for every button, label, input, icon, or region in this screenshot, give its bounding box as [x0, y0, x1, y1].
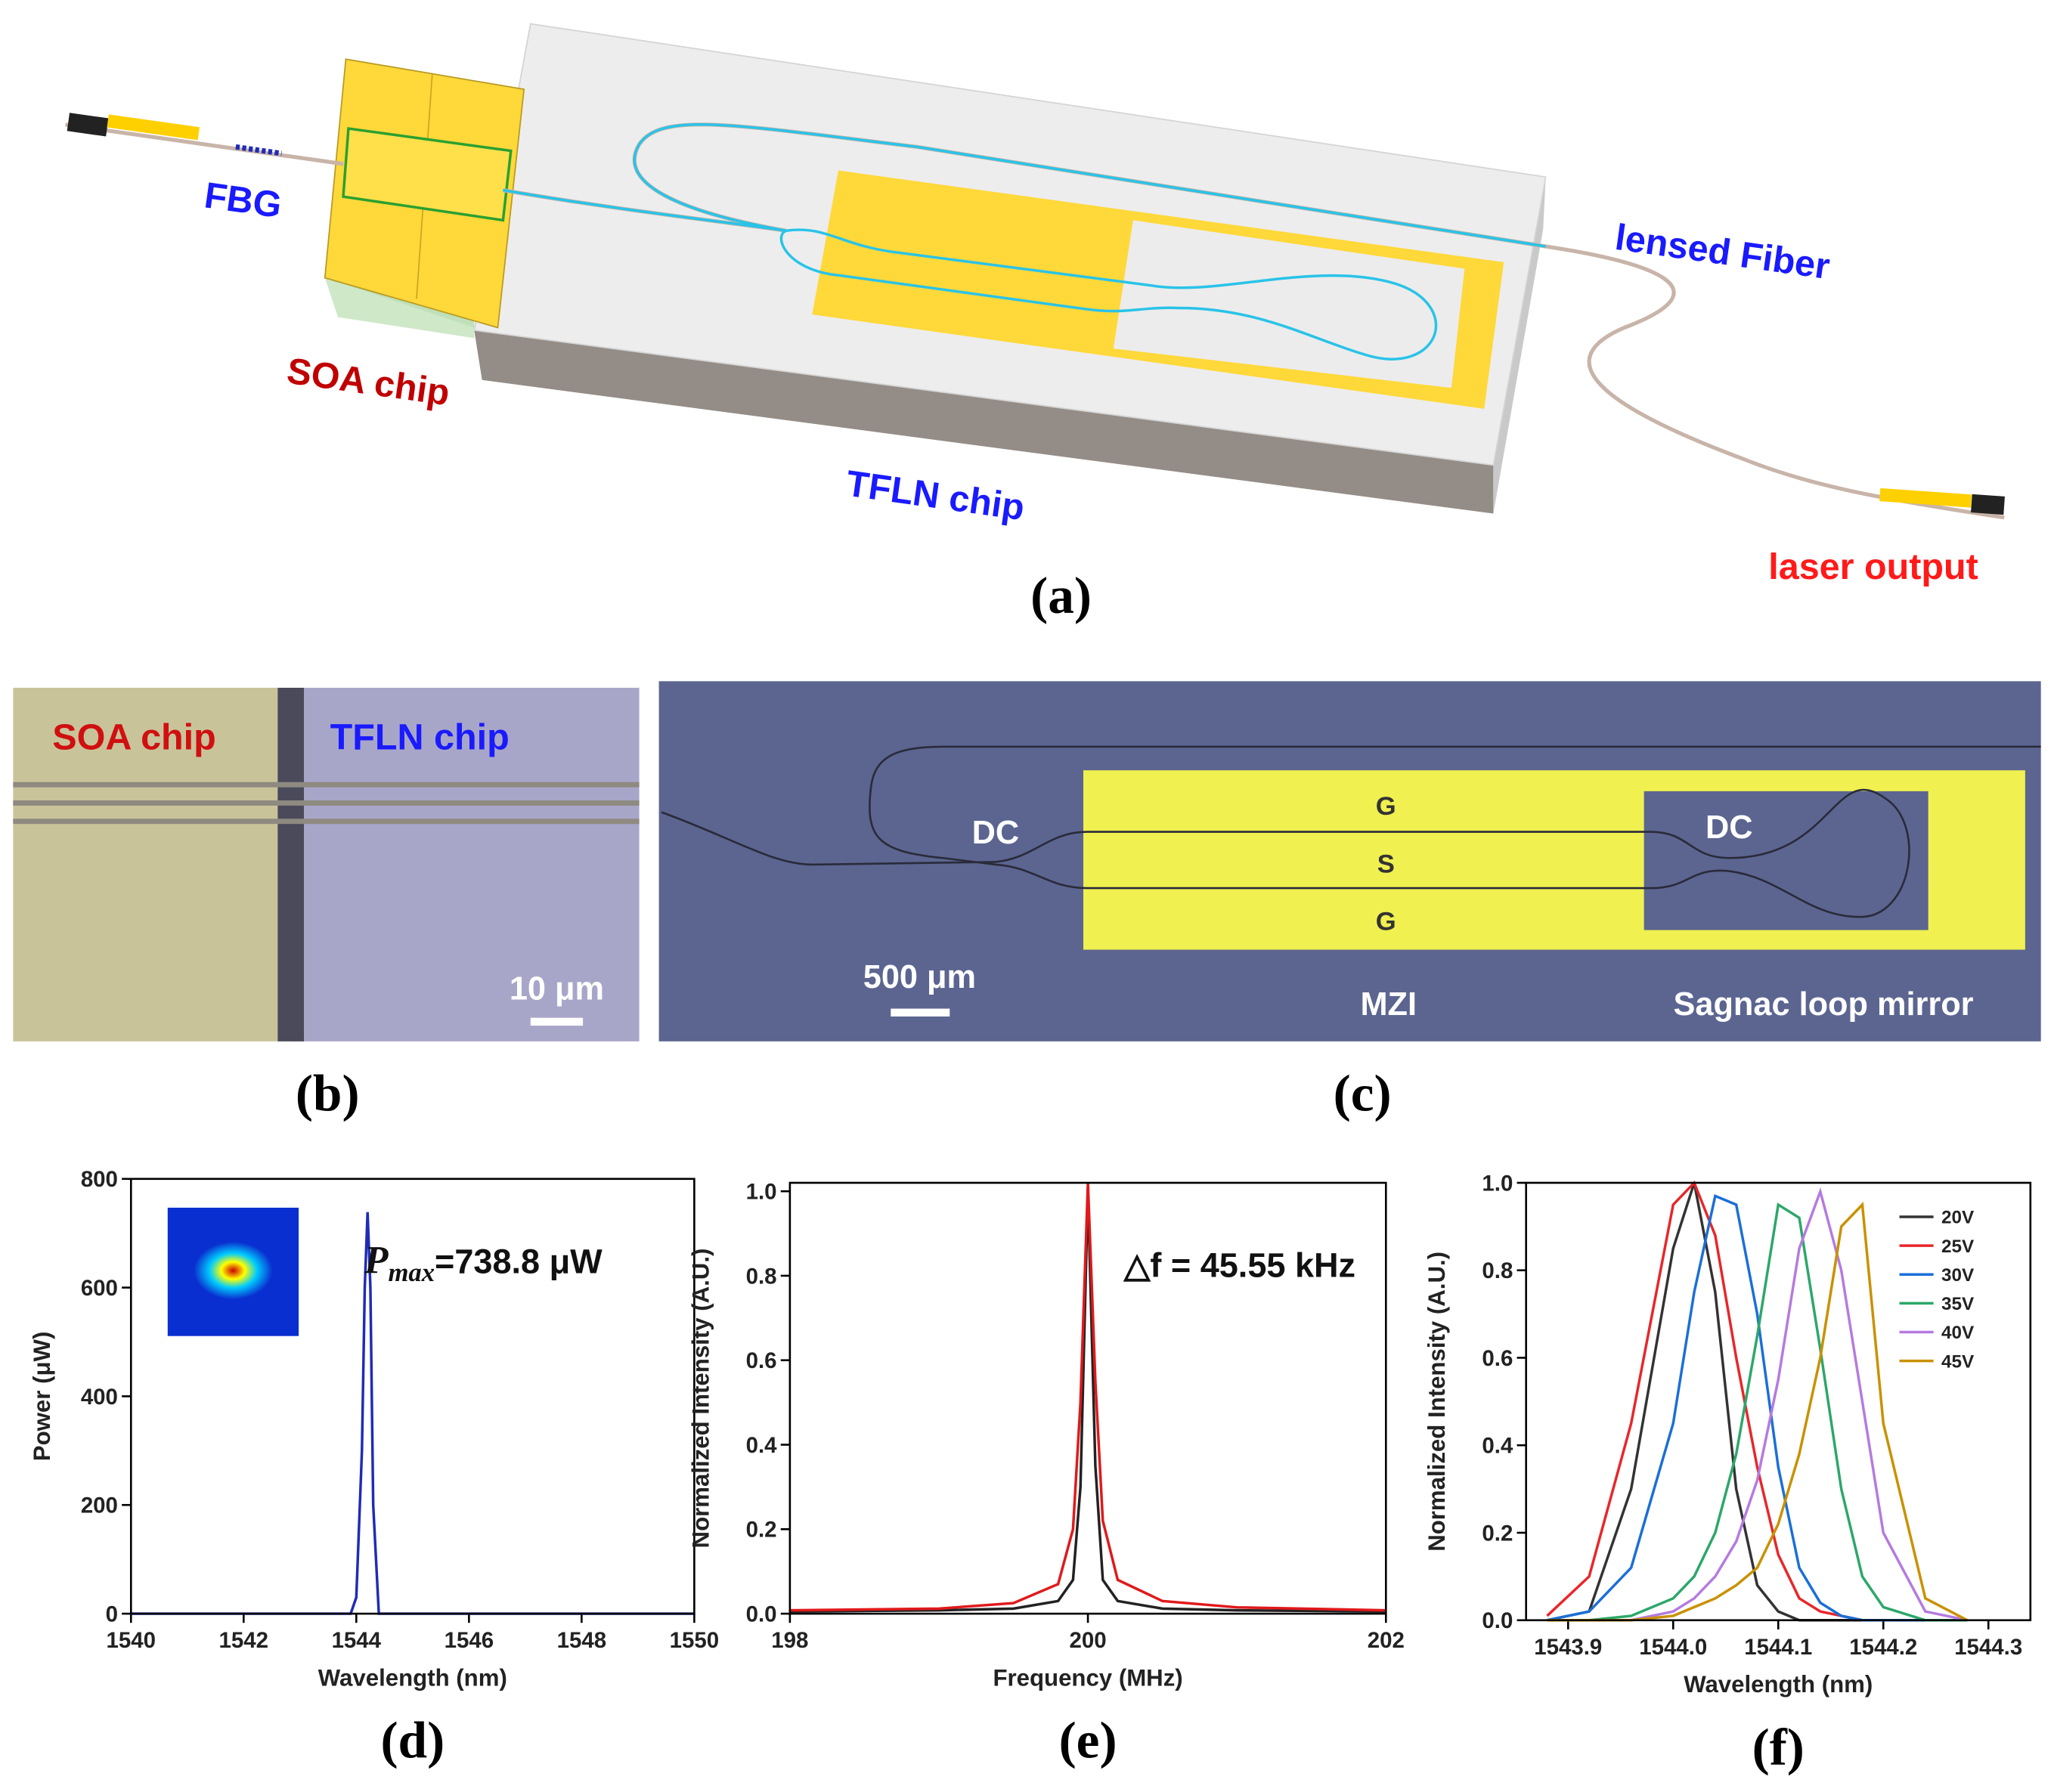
mzi-label: MZI: [1360, 986, 1417, 1023]
scale-label: 10 μm: [510, 970, 604, 1007]
y-tick-label: 0.0: [1482, 1608, 1513, 1633]
legend-label: 30V: [1941, 1265, 1975, 1286]
y-tick-label: 800: [81, 1167, 118, 1192]
y-tick-label: 200: [81, 1493, 118, 1518]
y-tick-label: 400: [81, 1385, 118, 1410]
legend-label: 35V: [1941, 1294, 1975, 1314]
x-axis-label: Frequency (MHz): [993, 1664, 1182, 1691]
plot-frame: [788, 1181, 1387, 1615]
panel-label: (f): [1752, 1717, 1805, 1775]
fiber-label: lensed Fiber: [1613, 217, 1832, 287]
electrode-label: G: [1376, 908, 1396, 936]
scale-label: 500 μm: [863, 959, 976, 995]
y-tick-label: 0.4: [746, 1433, 778, 1458]
x-tick-label: 1544.0: [1639, 1635, 1707, 1660]
micrograph: [13, 687, 640, 1041]
x-tick-label: 1544.2: [1849, 1635, 1917, 1660]
x-tick-label: 198: [771, 1628, 808, 1653]
dc-label: DC: [1705, 809, 1753, 846]
legend-label: 20V: [1941, 1208, 1975, 1228]
y-axis-label: Normalized Intensity (A.U.): [687, 1249, 714, 1549]
x-axis-label: Wavelength (nm): [1684, 1671, 1873, 1698]
y-axis-label: Power (μW): [29, 1332, 55, 1462]
x-tick-label: 1544.3: [1954, 1635, 2022, 1660]
y-tick-label: 0.8: [746, 1264, 777, 1289]
series-line: [1547, 1202, 1968, 1622]
series-line: [1547, 1193, 1968, 1622]
x-tick-label: 1544: [332, 1628, 382, 1653]
y-tick-label: 1.0: [746, 1180, 777, 1205]
x-tick-label: 1543.9: [1534, 1635, 1602, 1660]
y-tick-label: 0.0: [746, 1602, 777, 1626]
soa-label: SOA chip: [284, 351, 452, 414]
x-axis-label: Wavelength (nm): [318, 1664, 507, 1691]
legend-label: 45V: [1941, 1351, 1975, 1372]
annotation-text: =738.8 μW: [435, 1243, 603, 1281]
annotation-symbol: P: [364, 1240, 389, 1283]
device-drawing: [65, 23, 2005, 520]
electrode-label: S: [1377, 850, 1395, 878]
output-label: laser output: [1768, 546, 1978, 587]
dc-label: DC: [972, 815, 1020, 851]
x-tick-label: 1546: [445, 1628, 494, 1653]
x-tick-label: 1550: [670, 1628, 719, 1653]
annotation: △f = 45.55 kHz: [1123, 1246, 1355, 1285]
sagnac-label: Sagnac loop mirror: [1674, 986, 1974, 1023]
annotation: Pmax=738.8 μW: [364, 1240, 603, 1287]
x-tick-label: 1542: [219, 1628, 269, 1653]
y-tick-label: 0: [106, 1602, 118, 1626]
legend-label: 25V: [1941, 1236, 1975, 1257]
tfln-label: TFLN chip: [330, 716, 510, 757]
panel-label: (e): [1059, 1711, 1117, 1769]
legend-label: 40V: [1941, 1323, 1975, 1343]
series-line: [1547, 1187, 1968, 1622]
series-line: [1547, 1182, 1968, 1622]
x-tick-label: 1548: [557, 1628, 607, 1653]
plot-frame: [129, 1178, 696, 1615]
series-line: [1547, 1201, 1969, 1622]
annotation-text: △f = 45.55 kHz: [1123, 1246, 1355, 1285]
panel-label: (c): [1334, 1064, 1392, 1122]
panel-label: (a): [1030, 566, 1092, 624]
y-tick-label: 0.2: [1482, 1521, 1513, 1546]
x-tick-label: 200: [1070, 1628, 1107, 1653]
electrode-label: G: [1376, 792, 1396, 821]
tfln-label: TFLN chip: [844, 463, 1027, 528]
panel-label: (b): [296, 1064, 360, 1122]
x-tick-label: 1544.1: [1744, 1635, 1812, 1660]
x-tick-label: 202: [1368, 1628, 1405, 1653]
y-tick-label: 1.0: [1482, 1171, 1513, 1196]
micrograph: [658, 681, 2041, 1041]
y-tick-label: 0.2: [746, 1518, 777, 1543]
series-line: [1546, 1180, 1968, 1622]
mode-spot: [194, 1241, 273, 1300]
y-tick-label: 0.4: [1482, 1434, 1513, 1459]
fbg-label: FBG: [202, 175, 284, 226]
y-tick-label: 0.6: [746, 1348, 777, 1373]
y-axis-label: Normalized Intensity (A.U.): [1424, 1252, 1450, 1552]
annotation-subscript: max: [388, 1258, 435, 1287]
panel-label: (d): [380, 1711, 445, 1769]
x-tick-label: 1540: [107, 1628, 156, 1653]
series-line: [131, 1212, 695, 1615]
y-tick-label: 0.8: [1482, 1258, 1513, 1283]
y-tick-label: 0.6: [1482, 1346, 1513, 1371]
soa-label: SOA chip: [52, 716, 215, 757]
plot-frame: [1525, 1181, 2032, 1622]
y-tick-label: 600: [81, 1276, 118, 1301]
